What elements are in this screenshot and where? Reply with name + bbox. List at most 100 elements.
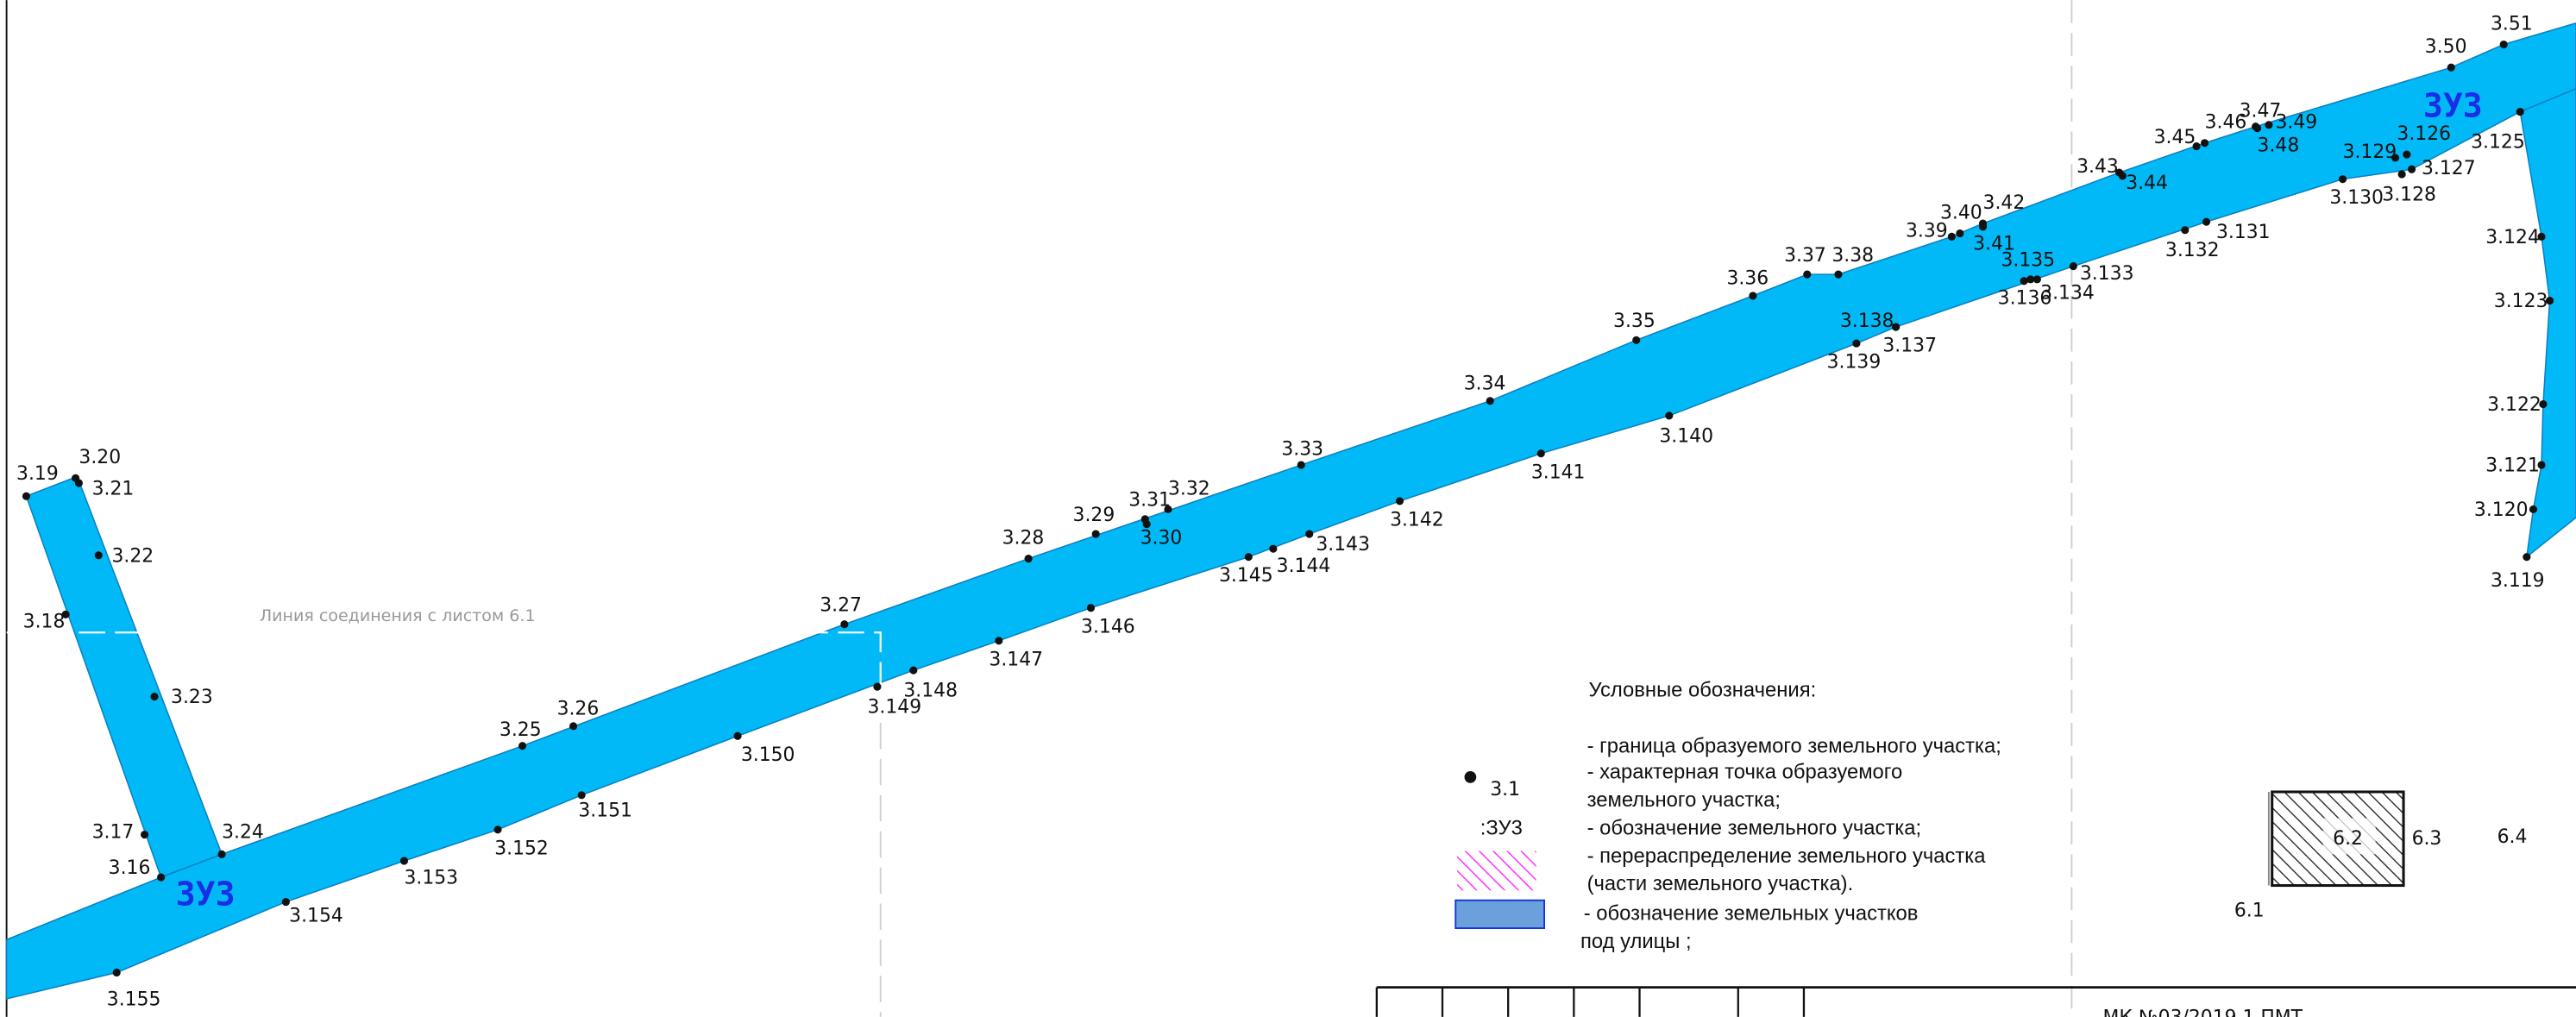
point-marker — [2403, 151, 2410, 159]
point-label: 3.18 — [23, 612, 66, 633]
point-marker — [22, 493, 30, 500]
legend-item-zu: - обозначение земельного участка; — [1587, 817, 1922, 840]
legend-title: Условные обозначения: — [1588, 679, 1816, 702]
point-label: 3.25 — [499, 719, 542, 741]
point-marker — [493, 826, 501, 833]
point-label: 3.119 — [2491, 570, 2545, 592]
legend-point-sample: 3.1 — [1490, 779, 1520, 800]
point-marker — [1665, 411, 1673, 419]
point-label: 3.147 — [989, 649, 1043, 670]
point-label: 3.21 — [92, 478, 135, 499]
point-label: 3.36 — [1726, 268, 1769, 290]
point-marker — [2202, 218, 2210, 226]
point-marker — [2253, 124, 2261, 132]
sheet-index-center: 6.2 — [2333, 828, 2363, 850]
point-label: 3.123 — [2494, 291, 2548, 312]
point-marker — [995, 637, 1002, 644]
point-label: 3.153 — [404, 868, 458, 889]
point-label: 3.144 — [1277, 556, 1331, 577]
point-label: 3.23 — [171, 687, 213, 708]
point-marker — [1948, 233, 1956, 241]
point-3-124: 3.124 — [2485, 227, 2545, 248]
point-marker — [1892, 323, 1900, 331]
point-label: 3.129 — [2343, 141, 2397, 163]
zu-label-left: ЗУ3 — [176, 875, 236, 913]
point-label: 3.22 — [111, 545, 154, 567]
point-label: 3.32 — [1168, 478, 1210, 499]
point-marker — [2408, 166, 2416, 173]
point-3-133: 3.133 — [2070, 262, 2134, 285]
point-label: 3.128 — [2382, 184, 2436, 205]
point-marker — [1245, 553, 1253, 561]
point-label: 3.19 — [16, 463, 59, 485]
point-marker — [1025, 555, 1033, 562]
point-marker — [2523, 553, 2530, 561]
point-label: 3.126 — [2397, 123, 2451, 145]
point-label: 3.38 — [1831, 245, 1874, 267]
point-label: 3.145 — [1219, 565, 1273, 587]
point-marker — [1396, 497, 1404, 505]
point-label: 3.20 — [79, 447, 121, 468]
point-label: 3.16 — [109, 857, 151, 879]
point-marker — [2201, 139, 2208, 147]
point-marker — [1537, 449, 1545, 457]
point-marker — [1087, 604, 1095, 612]
legend-point-icon — [1465, 771, 1477, 783]
point-marker — [578, 791, 586, 799]
point-label: 3.143 — [1316, 534, 1370, 556]
point-marker — [518, 742, 526, 750]
point-3-143: 3.143 — [1305, 530, 1370, 556]
point-marker — [1269, 545, 1277, 553]
point-label: 3.146 — [1081, 616, 1135, 637]
point-marker — [1305, 530, 1313, 537]
point-label: 3.43 — [2077, 156, 2119, 178]
point-marker — [218, 851, 226, 858]
point-label: 3.24 — [222, 821, 264, 843]
point-label: 3.34 — [1464, 373, 1506, 394]
point-label: 3.33 — [1281, 439, 1323, 461]
point-marker — [150, 693, 158, 700]
point-label: 3.45 — [2154, 127, 2196, 148]
point-label: 3.30 — [1140, 527, 1183, 549]
point-label: 3.26 — [557, 698, 600, 719]
point-marker — [1092, 530, 1100, 537]
legend-item-redist-line1: - перераспределение земельного участка — [1587, 844, 1987, 868]
zu-label-right: ЗУ3 — [2423, 86, 2483, 124]
point-label: 3.132 — [2165, 240, 2220, 261]
point-label: 3.48 — [2258, 135, 2300, 156]
legend-item-point-line1: - характерная точка образуемого — [1587, 761, 1903, 784]
point-label: 3.28 — [1002, 527, 1045, 549]
point-label: 3.50 — [2425, 36, 2467, 58]
point-marker — [2265, 121, 2272, 129]
point-label: 3.141 — [1531, 461, 1586, 483]
legend-redistribution-swatch — [1457, 851, 1536, 891]
point-3-120: 3.120 — [2474, 499, 2537, 521]
legend-item-point-line2: земельного участка; — [1587, 788, 1781, 812]
point-marker — [1164, 505, 1172, 513]
point-marker — [2181, 226, 2189, 234]
point-label: 3.124 — [2485, 227, 2540, 248]
point-marker — [2070, 262, 2077, 270]
point-3-122: 3.122 — [2487, 394, 2547, 416]
point-marker — [1486, 397, 1494, 405]
point-label: 3.155 — [107, 989, 161, 1011]
point-marker — [1852, 340, 1860, 348]
point-marker — [873, 683, 881, 691]
point-marker — [2398, 170, 2406, 178]
point-label: 3.42 — [1983, 192, 2026, 214]
point-label: 3.154 — [289, 905, 343, 926]
point-label: 3.121 — [2485, 455, 2540, 477]
point-marker — [2339, 175, 2347, 183]
point-label: 3.29 — [1073, 505, 1115, 526]
connection-line-label: Линия соединения с листом 6.1 — [260, 606, 536, 625]
point-label: 3.139 — [1827, 352, 1882, 374]
point-marker — [75, 479, 83, 487]
point-label: 3.27 — [820, 595, 862, 617]
sheet-index-far-right: 6.4 — [2497, 826, 2528, 848]
point-marker — [400, 857, 408, 864]
point-marker — [909, 667, 917, 675]
point-label: 3.130 — [2329, 187, 2384, 209]
point-label: 3.17 — [92, 821, 135, 843]
point-3-18: 3.18 — [23, 611, 70, 633]
